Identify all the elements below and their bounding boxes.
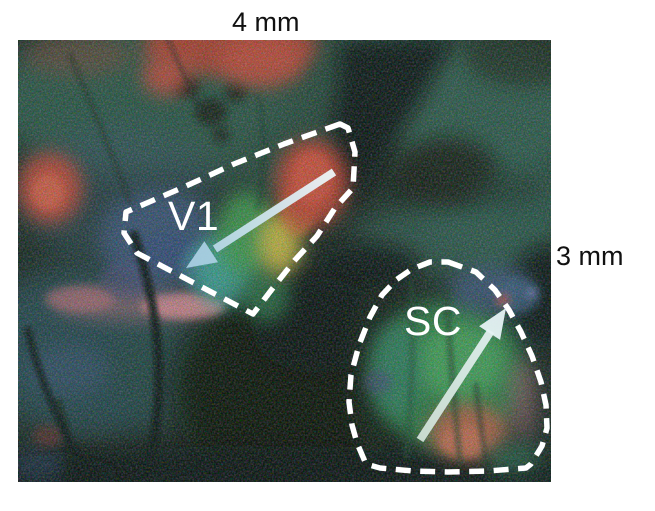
sc-label: SC bbox=[404, 298, 462, 344]
brain-photo: V1 SC bbox=[18, 40, 551, 482]
v1-label: V1 bbox=[168, 193, 219, 239]
sc-arrow-head bbox=[479, 308, 506, 340]
sc-region-outline bbox=[346, 259, 550, 475]
scale-label-right: 3 mm bbox=[556, 241, 624, 271]
photo-grain bbox=[18, 40, 551, 482]
v1-arrow-head bbox=[186, 241, 218, 268]
sc-arrow bbox=[416, 308, 506, 443]
scale-label-top: 4 mm bbox=[232, 7, 300, 37]
v1-region-outline bbox=[121, 121, 358, 317]
v1-arrow bbox=[186, 168, 337, 268]
